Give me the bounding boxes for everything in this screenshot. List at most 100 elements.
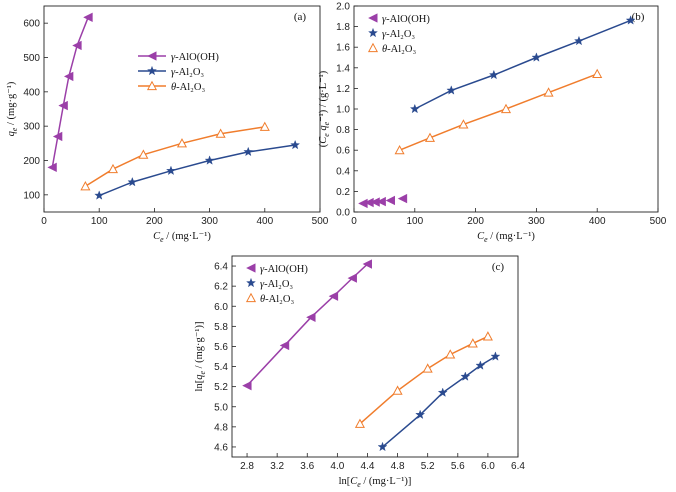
x-tick-label: 500 — [650, 216, 667, 227]
x-tick-label: 400 — [256, 216, 273, 227]
legend-entry: γ-Al₂O₃ — [260, 279, 293, 290]
data-point — [107, 163, 119, 174]
legend-marker — [246, 263, 256, 273]
data-point — [445, 349, 456, 359]
data-point — [362, 259, 372, 269]
data-point — [94, 190, 105, 200]
data-point — [166, 165, 176, 175]
y-tick-label: 5.4 — [214, 362, 228, 373]
x-tick-label: 0 — [41, 216, 47, 227]
x-tick-label: 4.4 — [361, 461, 375, 472]
series-1 — [377, 351, 501, 452]
data-point — [279, 340, 290, 351]
y-tick-label: 1.8 — [336, 22, 350, 33]
data-point — [543, 87, 554, 97]
data-point — [358, 198, 368, 209]
legend-entry: θ-Al₂O₃ — [260, 294, 294, 305]
x-tick-label: 300 — [201, 216, 218, 227]
series-0 — [47, 12, 93, 173]
x-tick-label: 200 — [467, 216, 484, 227]
data-point — [204, 155, 215, 165]
data-point — [531, 52, 542, 62]
data-point — [500, 103, 512, 114]
y-tick-label: 5.2 — [214, 382, 228, 393]
data-point — [354, 418, 365, 428]
panel-a-chart: 0 100 200 300 400 500 100 200 300 400 500 600 Ce​ / … — [6, 5, 329, 244]
x-tick-label: 300 — [528, 216, 545, 227]
data-point — [397, 193, 408, 204]
y-tick-label: 5.8 — [214, 322, 228, 333]
data-point — [446, 85, 457, 95]
x-tick-label: 100 — [406, 216, 423, 227]
y-tick-label: 1.2 — [336, 84, 350, 95]
data-point — [460, 371, 471, 381]
data-point — [215, 128, 226, 138]
legend-marker — [246, 277, 256, 288]
series-line — [51, 17, 89, 168]
y-tick-label: 0.6 — [336, 146, 350, 157]
data-point — [392, 385, 403, 395]
series-2 — [354, 331, 493, 428]
y-tick-label: 100 — [23, 190, 40, 201]
data-point — [377, 441, 388, 452]
data-point — [482, 331, 493, 341]
panel-c-chart: 2.8 3.2 3.6 4.0 4.4 4.8 5.2 5.6 6.0 6.4 4.6 4.8 5.0 5… — [194, 255, 525, 489]
series-line — [98, 144, 296, 197]
legend-entry: γ-Al₂O₃ — [382, 29, 415, 40]
panel-label: (c) — [492, 261, 505, 273]
data-point — [415, 409, 426, 419]
data-point — [490, 351, 501, 361]
y-tick-label: 6.4 — [214, 262, 228, 273]
legend-marker — [245, 292, 257, 303]
data-point — [72, 40, 82, 51]
legend-marker — [368, 13, 378, 23]
series-1 — [94, 139, 301, 200]
data-point — [83, 12, 93, 23]
series-line — [382, 355, 496, 448]
data-point — [63, 71, 74, 82]
x-tick-label: 3.2 — [270, 461, 284, 472]
y-tick-label: 200 — [23, 156, 40, 167]
data-point — [385, 195, 395, 206]
data-point — [80, 180, 91, 191]
data-point — [574, 35, 584, 46]
data-point — [290, 139, 301, 150]
data-point — [243, 146, 254, 157]
series-line — [399, 73, 598, 151]
y-axis-label: (Ce​ qe​⁻¹) / (g·L⁻¹) — [318, 70, 331, 147]
data-point — [467, 338, 478, 348]
y-tick-label: 1.4 — [336, 63, 350, 74]
y-tick-label: 0.4 — [336, 166, 350, 177]
panel-label: (a) — [294, 11, 307, 23]
y-tick-label: 1.0 — [336, 105, 350, 116]
x-tick-label: 2.8 — [240, 461, 254, 472]
data-point — [422, 363, 433, 373]
series-1 — [409, 15, 636, 114]
data-point — [394, 144, 405, 155]
legend-marker — [367, 42, 379, 53]
data-point — [376, 196, 386, 207]
y-tick-label: 0.2 — [336, 187, 350, 198]
data-point — [306, 312, 316, 322]
y-tick-label: 5.6 — [214, 342, 228, 353]
x-axis-label: Ce​ / (mg·L⁻¹) — [153, 231, 211, 244]
x-tick-label: 400 — [589, 216, 606, 227]
y-tick-label: 1.6 — [336, 43, 350, 54]
series-0 — [358, 193, 408, 209]
y-tick-label: 5.0 — [214, 402, 228, 413]
x-axis-label: ln[Ce​ / (mg·L⁻¹)] — [339, 476, 412, 489]
plot-frame — [231, 255, 519, 458]
x-tick-label: 6.0 — [481, 461, 495, 472]
series-line — [414, 19, 631, 110]
legend-entry: γ-Al₂O₃ — [171, 67, 204, 78]
y-tick-label: 400 — [23, 87, 40, 98]
y-tick-label: 0.0 — [336, 208, 350, 219]
x-tick-label: 5.2 — [421, 461, 435, 472]
data-point — [437, 387, 448, 397]
data-point — [47, 162, 57, 173]
data-point — [424, 132, 436, 142]
legend-entry: γ-AlO(OH) — [260, 264, 308, 275]
data-point — [488, 69, 499, 80]
y-tick-label: 600 — [23, 19, 40, 30]
y-tick-label: 6.0 — [214, 302, 228, 313]
